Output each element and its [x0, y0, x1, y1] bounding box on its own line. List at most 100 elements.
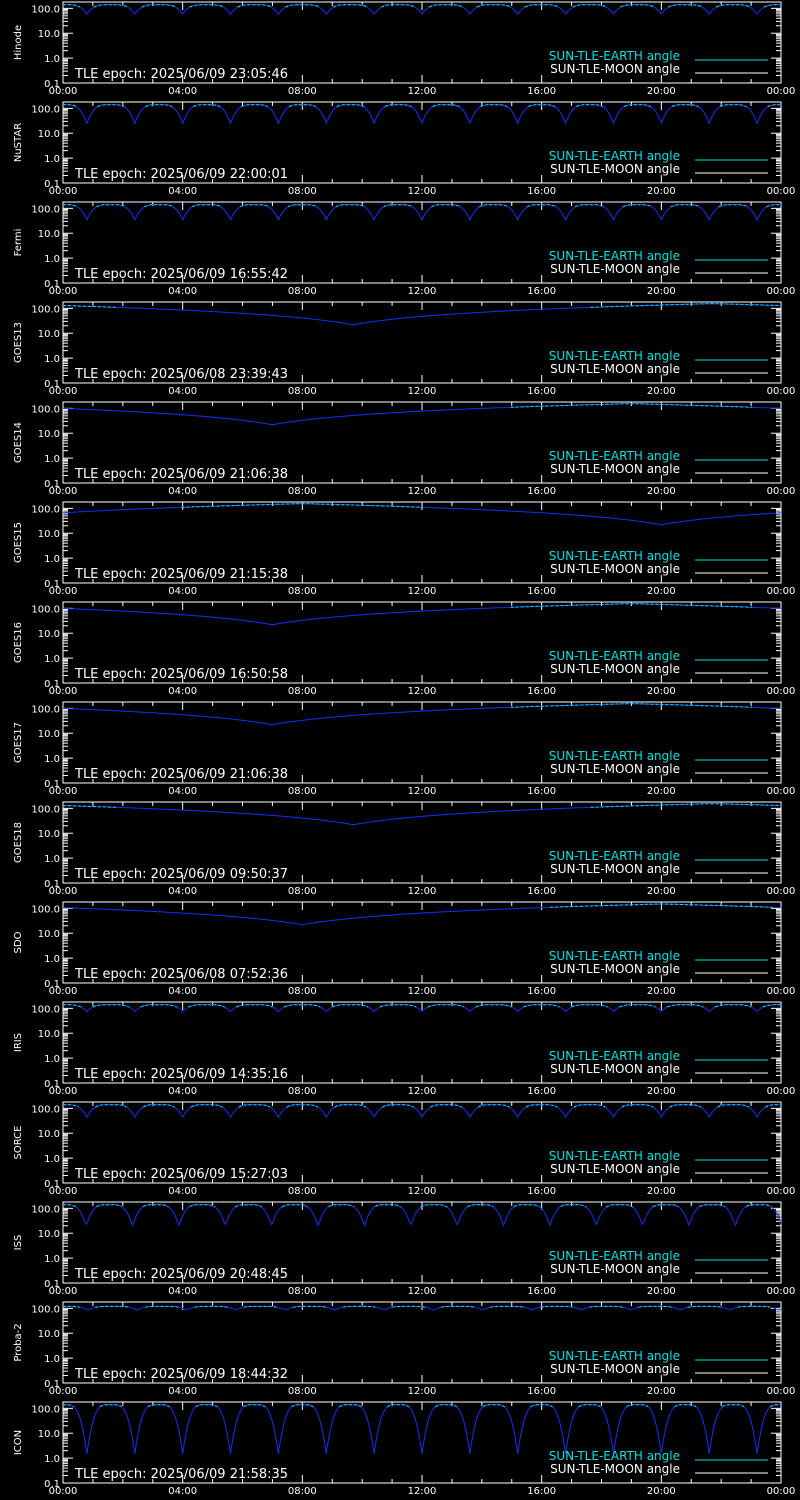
- x-tick-label: 12:00: [408, 386, 437, 397]
- x-tick-label: 16:00: [527, 386, 556, 397]
- legend-moon-label: SUN-TLE-MOON angle: [550, 1162, 680, 1176]
- earth-angle-peak-segment: [191, 204, 222, 208]
- earth-angle-peak-segment: [762, 1004, 781, 1008]
- x-tick-label: 00:00: [49, 1286, 78, 1297]
- y-tick-label: 1.0: [44, 454, 60, 465]
- y-tick-label: 10.0: [38, 1329, 60, 1340]
- y-tick-label: 100.0: [31, 1004, 60, 1015]
- x-tick-label: 00:00: [49, 686, 78, 697]
- legend-moon-label: SUN-TLE-MOON angle: [550, 162, 680, 176]
- earth-angle-peak-segment: [99, 1404, 122, 1408]
- x-tick-label: 00:00: [49, 986, 78, 997]
- earth-angle-peak-segment: [670, 204, 700, 208]
- chart-panel: 100.0 10.0 1.0 0.1 00:00 04:00 08:00 12:00 16:00…: [0, 1400, 800, 1500]
- earth-angle-peak-segment: [767, 104, 781, 108]
- earth-angle-peak-segment: [467, 1204, 493, 1208]
- tle-epoch-label: TLE epoch: 2025/06/09 21:06:38: [74, 467, 288, 482]
- x-tick-label: 20:00: [647, 286, 676, 297]
- x-tick-label: 00:00: [49, 286, 78, 297]
- earth-angle-peak-segment: [63, 104, 77, 108]
- chart-svg: 100.010.01.00.100:00 04:00 08:00 12:00 16:00…: [13, 101, 795, 197]
- tle-epoch-label: TLE epoch: 2025/06/09 15:27:03: [74, 1167, 288, 1182]
- x-tick-label: 16:00: [527, 1386, 556, 1397]
- earth-angle-peak-segment: [576, 104, 603, 108]
- earth-angle-peak-segment: [652, 1204, 679, 1208]
- earth-angle-peak-segment: [513, 1204, 540, 1208]
- x-tick-label: 12:00: [408, 1386, 437, 1397]
- earth-angle-peak-segment: [334, 1104, 367, 1108]
- earth-angle-peak-segment: [638, 1305, 673, 1308]
- legend-moon-label: SUN-TLE-MOON angle: [550, 562, 680, 576]
- earth-angle-peak-segment: [342, 1305, 376, 1308]
- earth-angle-peak-segment: [237, 4, 272, 8]
- x-tick-label: 04:00: [168, 786, 197, 797]
- legend-earth-label: SUN-TLE-EARTH angle: [549, 449, 680, 463]
- earth-angle-peak-segment: [626, 1404, 649, 1408]
- x-tick-label: 04:00: [168, 1086, 197, 1097]
- y-tick-label: 0.1: [44, 679, 60, 690]
- chart-panel: 100.0 10.0 1.0 0.1 00:00 04:00 08:00 12:00 16:00…: [0, 900, 800, 1000]
- chart-panel: 100.0 10.0 1.0 0.1 00:00 04:00 08:00 12:00 16:00…: [0, 700, 800, 800]
- earth-angle-peak-segment: [96, 1204, 122, 1208]
- chart-svg: 100.010.01.00.100:00 04:00 08:00 12:00 16:00…: [13, 401, 795, 497]
- earth-angle-peak-segment: [560, 1204, 587, 1208]
- earth-angle-peak-segment: [737, 1305, 771, 1308]
- earth-angle-peak-segment: [527, 204, 557, 208]
- x-tick-label: 08:00: [288, 586, 317, 597]
- earth-angle-peak-segment: [63, 4, 81, 8]
- chart-panel: 100.0 10.0 1.0 0.1 00:00 04:00 08:00 12:00 16:00…: [0, 1000, 800, 1100]
- y-tick-label: 0.1: [44, 979, 60, 990]
- x-tick-label: 00:00: [767, 886, 796, 897]
- legend-earth-label: SUN-TLE-EARTH angle: [549, 1249, 680, 1263]
- y-tick-label: 100.0: [31, 204, 60, 215]
- x-tick-label: 20:00: [647, 386, 676, 397]
- y-tick-label: 10.0: [38, 429, 60, 440]
- x-tick-label: 00:00: [767, 1286, 796, 1297]
- x-tick-label: 16:00: [527, 1186, 556, 1197]
- legend-earth-label: SUN-TLE-EARTH angle: [549, 1049, 680, 1063]
- sun-tle-earth-curve: [63, 4, 781, 15]
- y-axis-label: GOES15: [13, 522, 24, 563]
- y-tick-label: 1.0: [44, 1054, 60, 1065]
- x-tick-label: 04:00: [168, 1286, 197, 1297]
- earth-angle-peak-segment: [475, 1004, 512, 1008]
- earth-angle-peak-segment: [189, 1204, 216, 1208]
- earth-angle-peak-segment: [291, 1404, 314, 1408]
- x-tick-label: 00:00: [767, 1186, 796, 1197]
- earth-angle-peak-segment: [93, 4, 128, 8]
- earth-angle-peak-segment: [479, 204, 509, 208]
- tle-epoch-label: TLE epoch: 2025/06/09 21:06:38: [74, 767, 288, 782]
- y-axis-label: Proba-2: [13, 1323, 24, 1361]
- earth-angle-peak-segment: [715, 1004, 752, 1008]
- legend-moon-label: SUN-TLE-MOON angle: [550, 762, 680, 776]
- y-tick-label: 10.0: [38, 1429, 60, 1440]
- earth-angle-peak-segment: [606, 1204, 633, 1208]
- earth-angle-peak-segment: [427, 1004, 465, 1008]
- legend-earth-label: SUN-TLE-EARTH angle: [549, 1149, 680, 1163]
- x-tick-label: 08:00: [288, 986, 317, 997]
- y-tick-label: 10.0: [38, 1229, 60, 1240]
- earth-angle-peak-segment: [525, 1104, 558, 1108]
- x-tick-label: 08:00: [288, 1186, 317, 1197]
- legend-moon-label: SUN-TLE-MOON angle: [550, 1262, 680, 1276]
- earth-angle-peak-segment: [336, 104, 364, 108]
- x-tick-label: 04:00: [168, 386, 197, 397]
- y-tick-label: 1.0: [44, 154, 60, 165]
- earth-angle-peak-segment: [243, 1305, 278, 1308]
- earth-angle-peak-segment: [63, 805, 116, 808]
- earth-angle-peak-segment: [63, 1404, 75, 1408]
- earth-angle-peak-segment: [328, 1204, 355, 1208]
- x-tick-label: 08:00: [288, 786, 317, 797]
- x-tick-label: 20:00: [647, 1286, 676, 1297]
- y-tick-label: 10.0: [38, 829, 60, 840]
- earth-angle-peak-segment: [510, 403, 753, 408]
- y-tick-label: 100.0: [31, 1304, 60, 1315]
- y-tick-label: 1.0: [44, 1454, 60, 1465]
- legend-earth-label: SUN-TLE-EARTH angle: [549, 1449, 680, 1463]
- earth-angle-peak-segment: [63, 305, 116, 308]
- earth-angle-peak-segment: [193, 104, 221, 108]
- x-tick-label: 12:00: [408, 986, 437, 997]
- earth-angle-peak-segment: [95, 1305, 129, 1308]
- x-tick-label: 00:00: [767, 586, 796, 597]
